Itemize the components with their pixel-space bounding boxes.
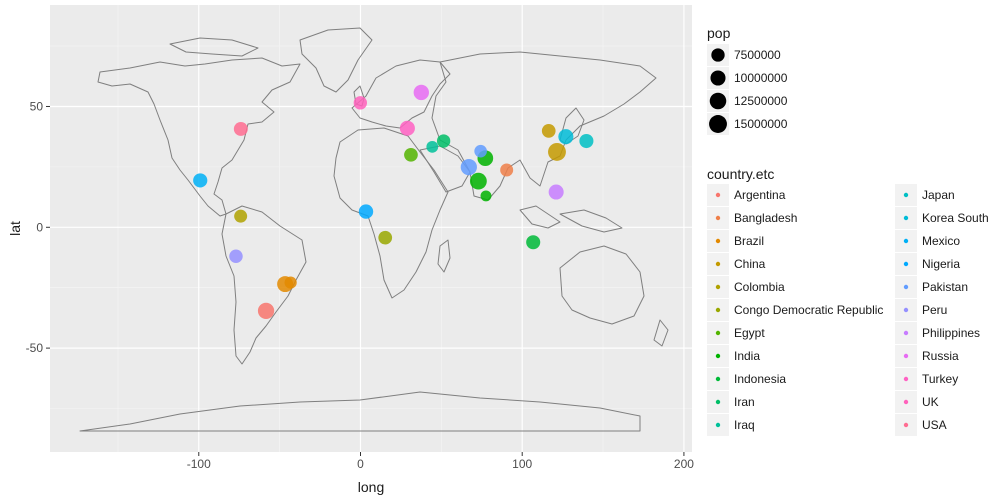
color-legend-key: [903, 353, 909, 359]
point-nigeria: [358, 204, 374, 219]
x-tick-label: 200: [674, 457, 694, 471]
color-legend-key: [903, 330, 909, 336]
color-legend-key: [903, 376, 909, 382]
y-axis-title: lat: [7, 221, 23, 236]
point-usa: [233, 121, 248, 136]
plot-panel: [50, 5, 692, 452]
color-legend-label: Russia: [922, 349, 959, 363]
color-legend-key: [903, 192, 909, 198]
data-points: [193, 84, 594, 320]
color-legend-label: China: [734, 257, 766, 271]
axes: -100 0 100 200 -50 0 50 long lat: [7, 99, 694, 495]
y-tick-label: -50: [26, 341, 44, 355]
color-legend-label: Philippines: [922, 326, 980, 340]
color-legend-label: Iran: [734, 395, 755, 409]
color-legend-label: Egypt: [734, 326, 765, 340]
x-axis-title: long: [358, 479, 384, 495]
size-legend-key: [709, 92, 727, 110]
point-philippines: [548, 184, 564, 200]
point-russia: [413, 84, 429, 101]
color-legend-label: USA: [922, 418, 947, 432]
color-legend-label: Indonesia: [734, 372, 786, 386]
point-indonesia: [526, 235, 541, 250]
color-legend-label: UK: [922, 395, 939, 409]
color-legend-label: Brazil: [734, 234, 764, 248]
point-india: [469, 172, 487, 190]
color-legend-label: Turkey: [922, 372, 958, 386]
color-legend-key: [903, 422, 909, 428]
x-tick-label: 0: [357, 457, 364, 471]
color-legend-key: [903, 284, 909, 290]
color-legend-label: Argentina: [734, 188, 786, 202]
color-legend-key: [715, 261, 721, 267]
size-legend-key: [709, 115, 727, 133]
color-legend-key: [715, 330, 721, 336]
point-japan: [579, 134, 594, 149]
color-legend-label: Mexico: [922, 234, 960, 248]
point-korea-south: [558, 129, 574, 145]
color-legend-key: [715, 215, 721, 221]
color-legend-label: Pakistan: [922, 280, 968, 294]
size-legend-label: 7500000: [734, 48, 781, 62]
color-legend-key: [715, 353, 721, 359]
color-legend-label: Nigeria: [922, 257, 960, 271]
point-turkey: [399, 120, 415, 136]
color-legend-label: Japan: [922, 188, 955, 202]
point-egypt: [404, 147, 418, 162]
point-brazil: [284, 276, 297, 289]
color-legend-label: Iraq: [734, 418, 755, 432]
color-legend-key: [903, 399, 909, 405]
point-pakistan: [474, 144, 487, 158]
point-uk: [353, 96, 368, 110]
color-legend-key: [903, 261, 909, 267]
color-legend-key: [903, 215, 909, 221]
color-legend-key: [715, 284, 721, 290]
size-legend-label: 12500000: [734, 94, 788, 108]
point-china: [541, 124, 556, 138]
color-legend-key: [903, 307, 909, 313]
point-pakistan: [460, 158, 477, 176]
color-legend-key: [715, 307, 721, 313]
color-legend-key: [715, 399, 721, 405]
point-india: [480, 190, 492, 202]
color-legend-label: Colombia: [734, 280, 785, 294]
color-legend-label: Congo Democratic Republic: [734, 303, 883, 317]
y-tick-label: 0: [36, 220, 43, 234]
point-colombia: [234, 209, 248, 223]
color-legend-label: Korea South: [922, 211, 989, 225]
point-iraq: [426, 140, 439, 153]
x-tick-label: 100: [512, 457, 532, 471]
color-legend-label: Peru: [922, 303, 947, 317]
point-argentina: [257, 302, 275, 320]
point-china: [548, 142, 566, 161]
color-legend-key: [903, 238, 909, 244]
size-legend-key: [710, 70, 726, 86]
point-congo-democratic-republic: [378, 230, 393, 245]
point-iran: [436, 134, 451, 148]
color-legend-key: [715, 376, 721, 382]
point-mexico: [193, 173, 208, 188]
world-map: [79, 27, 669, 432]
point-bangladesh: [500, 163, 514, 177]
size-legend-label: 10000000: [734, 71, 788, 85]
size-legend-label: 15000000: [734, 117, 788, 131]
y-tick-label: 50: [30, 99, 44, 113]
size-legend-title: pop: [707, 25, 731, 41]
x-tick-label: -100: [187, 457, 211, 471]
color-legend-key: [715, 192, 721, 198]
point-peru: [229, 249, 243, 264]
color-legend-key: [715, 422, 721, 428]
color-legend-key: [715, 238, 721, 244]
size-legend-key: [711, 48, 725, 62]
color-legend-label: India: [734, 349, 760, 363]
color-legend-label: Bangladesh: [734, 211, 797, 225]
color-legend-title: country.etc: [707, 166, 774, 182]
